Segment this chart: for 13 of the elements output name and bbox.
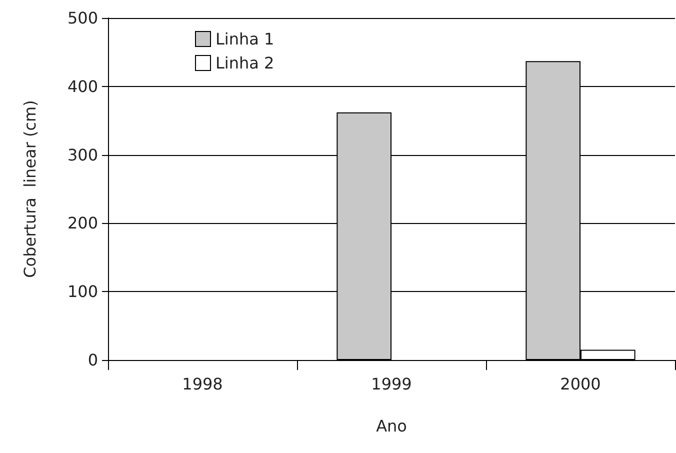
x-axis-title: Ano [376, 416, 407, 436]
y-tick-label: 200 [67, 214, 98, 233]
x-tick-label: 2000 [560, 374, 601, 394]
y-tick-label: 300 [67, 145, 98, 164]
y-axis-title: Cobertura linear (cm) [20, 100, 40, 278]
legend-label: Linha 1 [216, 30, 274, 48]
x-tick-label: 1999 [371, 374, 412, 394]
y-tick-label: 400 [67, 76, 98, 96]
legend-label: Linha 2 [216, 54, 274, 72]
y-tick-label: 0 [88, 350, 98, 370]
y-tick-label: 100 [67, 282, 98, 302]
y-tick-label: 500 [67, 8, 98, 28]
x-tick-label: 1998 [182, 374, 223, 394]
